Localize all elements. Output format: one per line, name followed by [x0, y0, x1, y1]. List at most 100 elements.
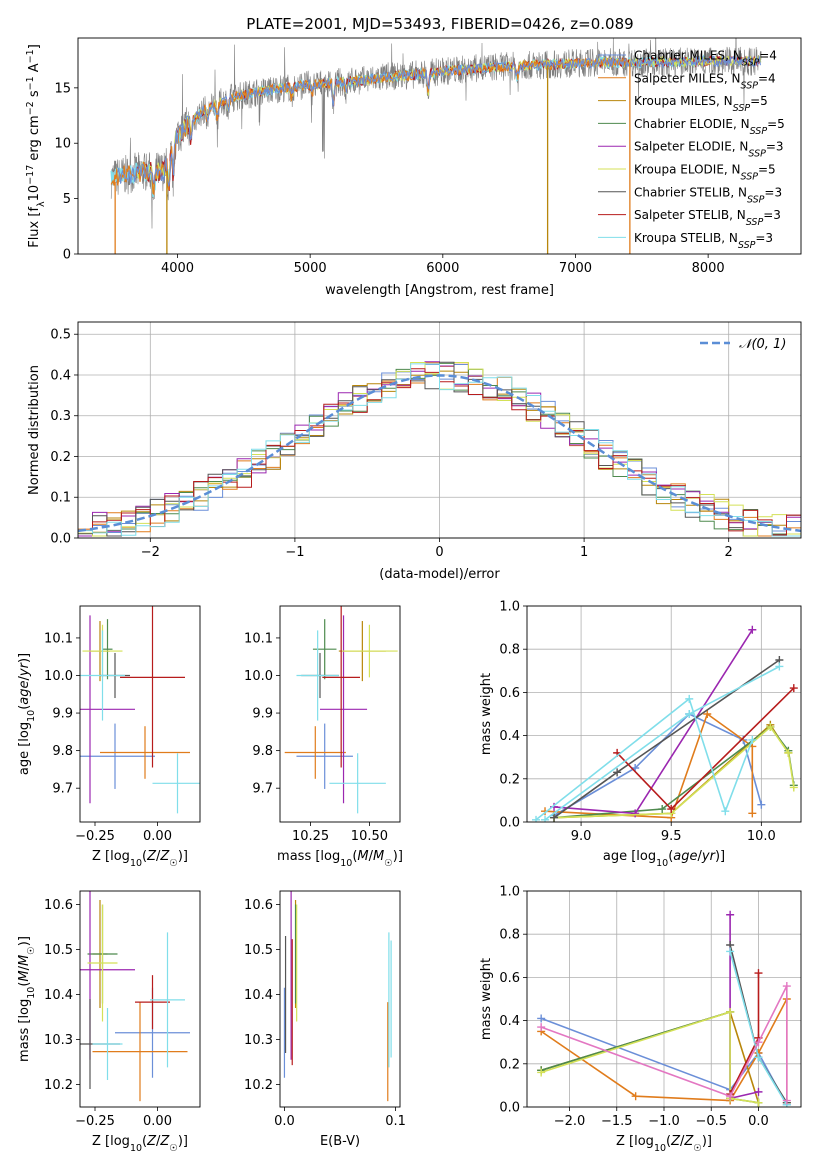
errorbar-group — [80, 891, 190, 1102]
label-part: age — [673, 849, 697, 864]
label-part: =3 — [755, 231, 773, 245]
y-tick-label: 0.5 — [50, 328, 71, 343]
y-tick-label: 0.3 — [50, 409, 71, 424]
label-part: ( — [17, 705, 32, 710]
y-tick-label: 0.6 — [499, 971, 520, 986]
y-tick-label: 9.8 — [52, 744, 73, 759]
legend-label: Salpeter MILES, NSSP=4 — [634, 71, 776, 91]
label-part: =5 — [750, 94, 768, 108]
label-part: M — [17, 955, 32, 966]
label-part: 10 — [26, 987, 37, 999]
x-tick-label: 1 — [580, 545, 588, 560]
axes-frame — [79, 890, 201, 1108]
label-part: ☉ — [169, 858, 178, 869]
label-part: age — [17, 680, 32, 704]
weight-vs-age-panel: 9.0 9.5 10.0 0.0 0.2 0.4 0.6 0.8 1.0 age [log10(a… — [479, 600, 802, 869]
x-tick-label: 0 — [435, 545, 443, 560]
weight-marker — [748, 735, 757, 744]
label-part: Z — [159, 849, 170, 864]
figure-title: PLATE=2001, MJD=53493, FIBERID=0426, z=0… — [246, 15, 633, 33]
x-tick-label: −2 — [141, 545, 160, 560]
label-part: A — [27, 63, 42, 76]
y-tick-label: 0.2 — [499, 772, 520, 787]
weight-vs-metallicity-panel: −2.0 −1.5 −1.0 −0.5 0.0 0.0 0.2 0.4 0.6 0.8 1.0 Z [… — [479, 885, 802, 1154]
x-tick-label: −2.0 — [554, 1114, 586, 1129]
weight-marker — [726, 910, 735, 919]
label-part: )] — [178, 1134, 188, 1149]
label-part: )] — [17, 936, 32, 946]
y-tick-label: 0.0 — [499, 1101, 520, 1116]
x-tick-label: 9.0 — [571, 829, 592, 844]
label-part: Z — [146, 849, 157, 864]
axes-frame — [526, 605, 802, 823]
x-tick-label: 2 — [725, 545, 733, 560]
y-tick-label: 10.1 — [44, 631, 73, 646]
weight-marker — [782, 1096, 791, 1105]
errorbar-group — [80, 606, 200, 814]
weight-marker — [775, 662, 784, 671]
label-part: =4 — [759, 49, 777, 63]
x-tick-label: 0.1 — [385, 1114, 406, 1129]
label-part: 10 — [656, 858, 668, 869]
x-tick-label: 10.50 — [351, 829, 388, 844]
weight-marker — [754, 1038, 763, 1047]
y-tick-label: 0.4 — [499, 729, 520, 744]
y-tick-label: 0.4 — [50, 368, 71, 383]
label-part: ( — [666, 1134, 671, 1149]
label-part: yr — [17, 661, 32, 677]
weight-marker — [754, 1053, 763, 1062]
weight-marker — [631, 1092, 640, 1101]
label-part: Z — [159, 1134, 170, 1149]
x-tick-label: 8000 — [692, 261, 725, 276]
y-tick-label: 10.6 — [244, 898, 273, 913]
weight-lines — [537, 910, 791, 1107]
weight-marker — [667, 805, 676, 814]
label-part: 10 — [340, 858, 352, 869]
label-part: −17 — [25, 165, 36, 185]
x-axis-label: Z [log10(Z/Z☉)] — [616, 1134, 712, 1154]
axes-frame — [279, 890, 401, 1108]
label-part: )] — [17, 653, 32, 663]
x-axis-label: Z [log10(Z/Z☉)] — [92, 1134, 188, 1154]
label-part: 10 — [130, 1143, 142, 1154]
weight-marker — [532, 815, 541, 822]
spectrum-lines — [110, 38, 762, 254]
label-part: mass [log — [17, 999, 32, 1062]
label-part: ☉ — [169, 1143, 178, 1154]
label-part: Z — [146, 1134, 157, 1149]
axes-frame — [526, 890, 802, 1108]
label-part: ( — [352, 849, 357, 864]
weight-marker — [757, 800, 766, 809]
label-part: Chabrier ELODIE, N — [634, 117, 750, 131]
y-axis-label: mass weight — [479, 958, 494, 1040]
x-tick-label: 5000 — [294, 261, 327, 276]
y-tick-label: 10.4 — [44, 988, 73, 1003]
label-part: ( — [142, 1134, 147, 1149]
label-part: ( — [668, 849, 673, 864]
y-axis-label: Flux [fλ10−17 erg cm−2 s−1 A−1] — [25, 44, 47, 248]
y-axis-label: mass [log10(M/M☉)] — [17, 936, 37, 1062]
x-tick-label: −1.5 — [601, 1114, 633, 1129]
y-tick-label: 0.6 — [499, 686, 520, 701]
y-tick-label: 9.8 — [252, 744, 273, 759]
x-axis-label: wavelength [Angstrom, rest frame] — [325, 283, 554, 298]
label-part: Kroupa STELIB, N — [634, 231, 738, 245]
mass-vs-extinction-panel: 0.0 0.1 10.2 10.3 10.4 10.5 10.6 E(B-V) — [244, 890, 406, 1149]
y-tick-label: 5 — [63, 192, 71, 207]
weight-marker — [754, 1087, 763, 1096]
x-tick-label: 6000 — [426, 261, 459, 276]
label-part: Salpeter STELIB, N — [634, 208, 746, 222]
y-tick-label: 10.2 — [44, 1078, 73, 1093]
label-part: 10 — [26, 710, 37, 722]
label-part: =4 — [758, 71, 776, 85]
x-tick-label: 0.00 — [143, 829, 172, 844]
label-part: SSP — [733, 103, 751, 114]
label-part: / — [369, 849, 374, 864]
label-part: Z — [670, 1134, 681, 1149]
spectrum-panel: 4000 5000 6000 7000 8000 0 5 10 15 wavelength [An… — [25, 37, 802, 298]
label-part: −1 — [25, 76, 36, 90]
y-tick-label: 15 — [54, 81, 71, 96]
x-axis-label: Z [log10(Z/Z☉)] — [92, 849, 188, 869]
label-part: 10 — [130, 858, 142, 869]
label-part: yr — [701, 849, 717, 864]
